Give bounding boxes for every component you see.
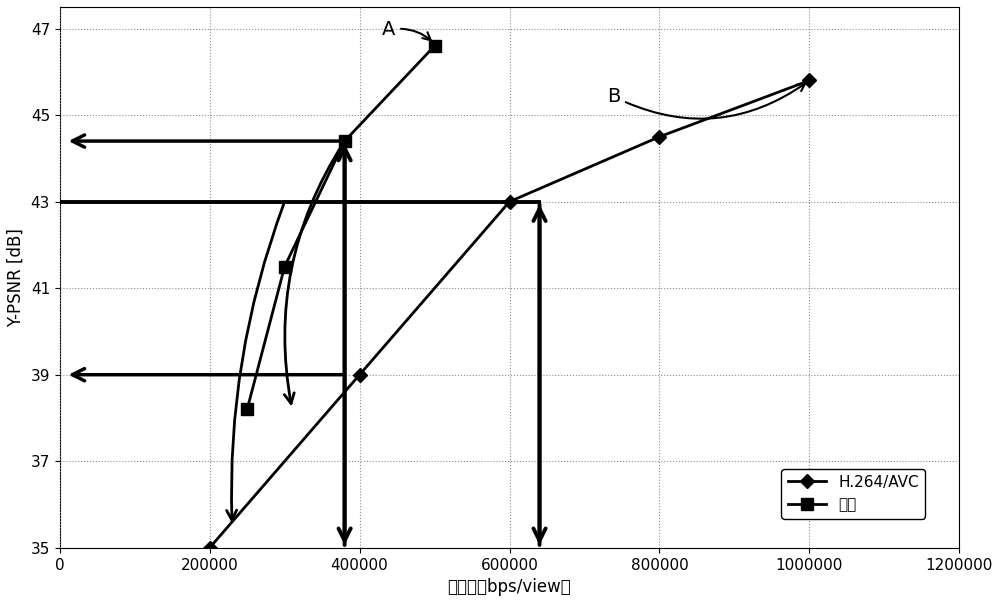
建议 — [241, 406, 253, 413]
建议 — [279, 263, 291, 270]
H.264/AVC — [803, 77, 815, 84]
Text: B: B — [607, 83, 805, 119]
Line: H.264/AVC: H.264/AVC — [205, 75, 814, 552]
Y-axis label: Y-PSNR [dB]: Y-PSNR [dB] — [7, 228, 25, 327]
H.264/AVC — [504, 198, 516, 205]
X-axis label: 比特率［bps/view］: 比特率［bps/view］ — [448, 578, 571, 596]
H.264/AVC — [354, 371, 366, 378]
建议 — [429, 42, 441, 49]
Legend: H.264/AVC, 建议: H.264/AVC, 建议 — [781, 469, 925, 519]
H.264/AVC — [204, 544, 216, 551]
建议 — [339, 137, 351, 145]
Text: A: A — [382, 20, 431, 40]
Line: 建议: 建议 — [242, 40, 440, 415]
H.264/AVC — [653, 133, 665, 140]
